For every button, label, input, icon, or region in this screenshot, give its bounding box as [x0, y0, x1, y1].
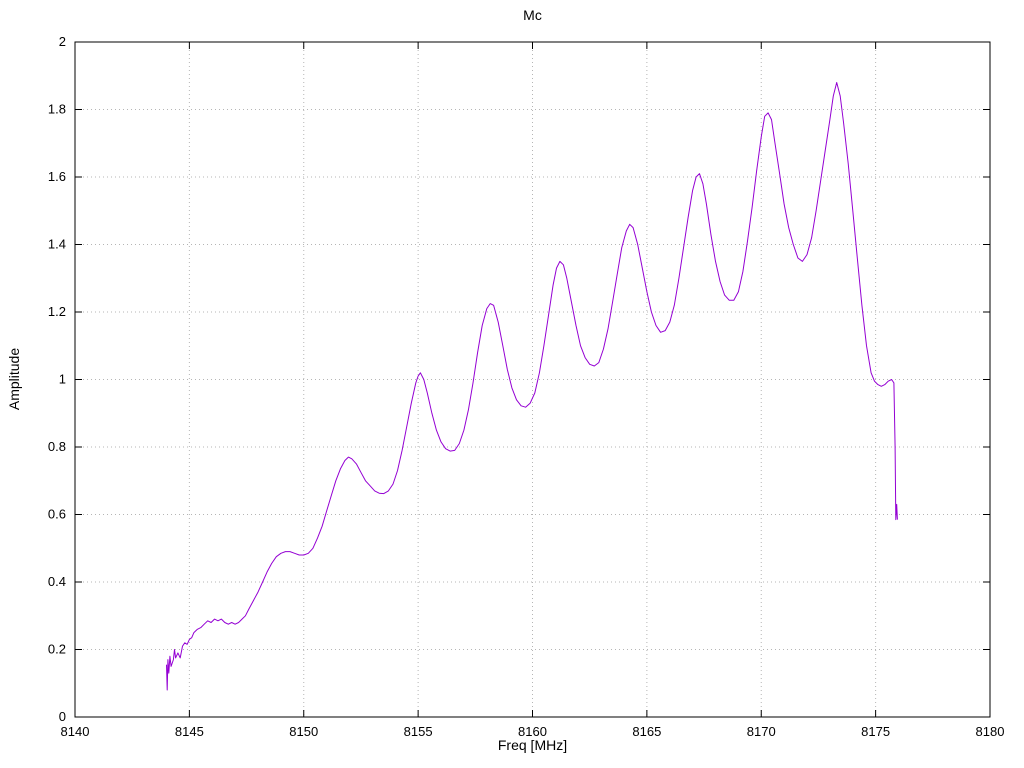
x-tick-label: 8175 — [861, 724, 890, 739]
y-tick-label: 1 — [59, 372, 66, 387]
x-tick-label: 8160 — [518, 724, 547, 739]
x-tick-label: 8170 — [747, 724, 776, 739]
x-tick-label: 8145 — [175, 724, 204, 739]
y-tick-label: 1.6 — [48, 169, 66, 184]
chart-title: Mc — [523, 7, 542, 23]
x-tick-label: 8155 — [404, 724, 433, 739]
y-tick-label: 0.8 — [48, 439, 66, 454]
data-line — [166, 82, 898, 691]
y-tick-label: 0.6 — [48, 507, 66, 522]
x-tick-label: 8180 — [976, 724, 1005, 739]
y-tick-label: 1.8 — [48, 102, 66, 117]
y-tick-label: 0.2 — [48, 642, 66, 657]
y-tick-label: 0 — [59, 709, 66, 724]
x-tick-label: 8140 — [61, 724, 90, 739]
y-tick-label: 0.4 — [48, 574, 66, 589]
y-tick-label: 1.4 — [48, 237, 66, 252]
x-axis-label: Freq [MHz] — [497, 737, 568, 753]
x-tick-label: 8150 — [289, 724, 318, 739]
x-tick-label: 8165 — [632, 724, 661, 739]
plot-border — [74, 41, 991, 718]
y-tick-label: 2 — [59, 34, 66, 49]
y-tick-label: 1.2 — [48, 304, 66, 319]
